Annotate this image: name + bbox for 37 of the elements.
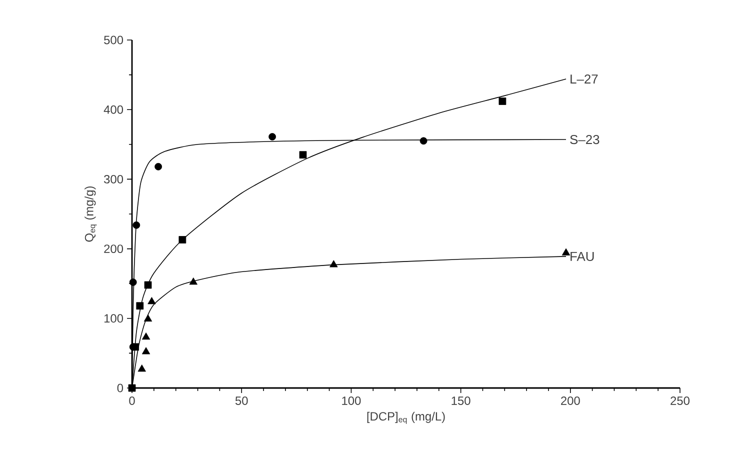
y-tick-label: 500 <box>104 36 124 44</box>
point <box>330 260 338 268</box>
x-tick-label: 150 <box>452 396 470 405</box>
point <box>154 162 162 170</box>
point <box>142 347 150 354</box>
point <box>138 364 146 372</box>
point <box>178 236 186 244</box>
point <box>148 297 156 304</box>
x-tick-label: 50 <box>235 396 248 405</box>
series-label: L–27 <box>570 74 598 84</box>
point <box>136 302 144 310</box>
series-label: FAU <box>570 252 594 261</box>
point <box>142 332 150 340</box>
point <box>128 384 136 392</box>
point <box>498 98 506 105</box>
point <box>299 151 307 159</box>
y-tick-label: 0 <box>117 384 124 392</box>
point <box>420 137 428 145</box>
point <box>144 314 152 322</box>
y-tick-label: 400 <box>104 105 124 114</box>
point <box>132 221 140 229</box>
point <box>132 343 139 351</box>
x-tick-label: 250 <box>670 396 690 405</box>
series-label: S–23 <box>570 134 600 144</box>
x-tick-label: 200 <box>561 396 580 405</box>
y-tick-label: 200 <box>104 244 124 254</box>
y-tick-label: 100 <box>104 314 124 323</box>
point <box>129 278 137 286</box>
point <box>189 278 198 285</box>
x-tick-label: 0 <box>129 396 135 405</box>
x-tick-label: 100 <box>342 396 361 405</box>
y-axis-title: Q$_{eq}$ (mg/g) <box>84 186 97 242</box>
point <box>144 281 152 289</box>
point <box>268 133 276 140</box>
x-axis-title: [DCP]$_{eq}$ (mg/L) <box>367 412 445 424</box>
point <box>562 248 570 256</box>
y-tick-label: 300 <box>104 174 124 184</box>
